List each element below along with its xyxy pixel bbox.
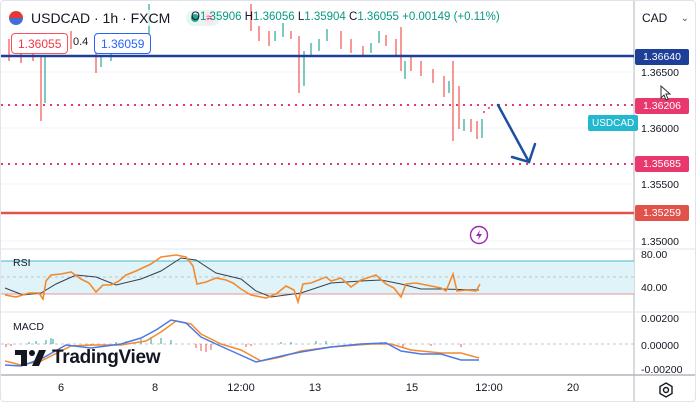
price-tick: 1.35500 — [641, 179, 679, 191]
price-tag-resistance: 1.36640 — [635, 49, 689, 65]
settings-gear-icon[interactable] — [657, 381, 675, 399]
time-tick: 15 — [405, 382, 419, 394]
time-tick: 6 — [57, 382, 65, 394]
usd-cad-flag-icon — [9, 11, 23, 25]
currency-selector[interactable]: CAD ⌄ — [637, 7, 693, 29]
market-status-pill[interactable]: ≈ — [186, 10, 221, 26]
candles — [8, 4, 483, 141]
rsi-ma-line — [4, 257, 480, 298]
market-open-dot-icon — [191, 14, 200, 22]
macd-tick: 0.00000 — [641, 340, 679, 352]
sell-button[interactable]: 1.36055 — [11, 33, 69, 54]
tradingview-logo-icon — [15, 350, 46, 366]
macd-line — [4, 319, 479, 367]
bearish-arrow — [496, 103, 537, 164]
lightning-event-icon[interactable] — [469, 225, 489, 245]
macd-tick: 0.00200 — [641, 313, 679, 325]
time-tick: 12:00 — [227, 382, 255, 394]
ohlc-legend: O1.35906 H1.36056 L1.35904 C1.36055 +0.0… — [191, 11, 500, 23]
price-tick: 1.36500 — [641, 67, 679, 79]
symbol-title[interactable]: USDCAD · 1h · FXCM — [29, 10, 173, 26]
macd-label[interactable]: MACD — [13, 321, 44, 333]
price-tick: 1.35000 — [641, 236, 679, 248]
tradingview-logo: TradingView — [15, 347, 161, 369]
rsi-label[interactable]: RSI — [13, 257, 31, 269]
spread-value: 0.4 — [73, 36, 89, 48]
symbol-price-tag: USDCAD — [588, 115, 639, 131]
macd-tick: -0.00200 — [641, 364, 683, 376]
buy-button[interactable]: 1.36059 — [94, 33, 152, 54]
time-tick: 8 — [151, 382, 159, 394]
time-tick: 13 — [308, 382, 322, 394]
price-change: +0.00149 (+0.11%) — [402, 11, 500, 23]
time-tick: 20 — [566, 382, 580, 394]
rsi-line — [4, 254, 481, 305]
chevron-down-icon: ⌄ — [680, 12, 689, 24]
mouse-cursor-icon — [660, 85, 672, 101]
symbol-header[interactable]: USDCAD · 1h · FXCM ≈ — [9, 9, 221, 27]
rsi-tick: 40.00 — [641, 282, 668, 294]
price-tag-level: 1.36206 — [635, 98, 689, 114]
price-tag-target: 1.35685 — [635, 156, 689, 172]
signal-line — [4, 320, 480, 366]
approx-icon: ≈ — [203, 12, 216, 24]
time-tick: 12:00 — [475, 382, 503, 394]
price-tick: 1.36000 — [641, 123, 679, 135]
price-tag-support: 1.35259 — [635, 205, 689, 221]
rsi-tick: 80.00 — [641, 249, 668, 261]
